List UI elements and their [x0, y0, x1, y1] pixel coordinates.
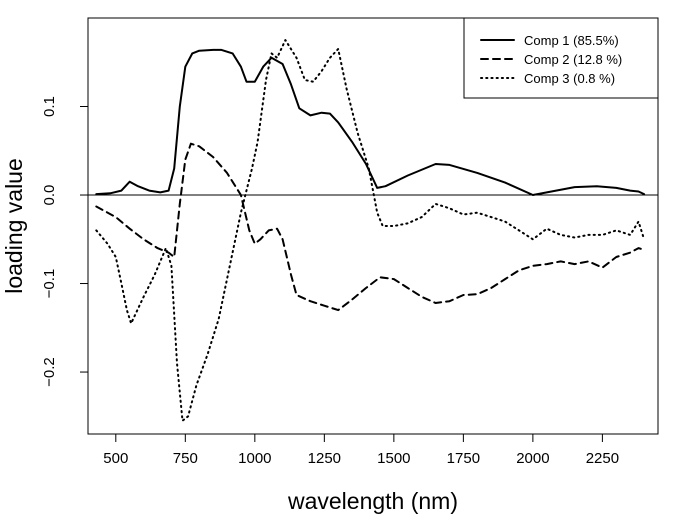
x-tick-label: 2250 [586, 450, 619, 467]
x-tick-label: 500 [103, 450, 128, 467]
legend-label-comp-3: Comp 3 (0.8 %) [524, 71, 615, 86]
x-tick-label: 1500 [377, 450, 410, 467]
y-axis-title: loading value [1, 158, 27, 294]
x-tick-label: 1000 [238, 450, 271, 467]
plot-layer [88, 39, 658, 422]
x-tick-label: 2000 [516, 450, 549, 467]
y-tick-label: 0.1 [41, 96, 58, 117]
x-axis: 500 750 1000 1250 1500 1750 2000 2250 [103, 434, 619, 467]
legend-label-comp-2: Comp 2 (12.8 %) [524, 52, 622, 67]
legend-label-comp-1: Comp 1 (85.5%) [524, 33, 619, 48]
series-line-comp-3 [95, 39, 646, 422]
x-tick-label: 1750 [447, 450, 480, 467]
y-tick-label: −0.2 [41, 357, 58, 387]
y-tick-label: −0.1 [41, 269, 58, 299]
series-line-comp-1 [95, 48, 646, 196]
y-axis: −0.2 −0.1 0.0 0.1 [41, 96, 88, 387]
series-line-comp-2 [95, 142, 646, 312]
legend: Comp 1 (85.5%) Comp 2 (12.8 %) Comp 3 (0.8… [463, 17, 659, 99]
x-axis-title: wavelength (nm) [287, 488, 458, 514]
x-tick-label: 1250 [308, 450, 341, 467]
y-tick-label: 0.0 [41, 185, 58, 206]
x-tick-label: 750 [173, 450, 198, 467]
plot-frame [87, 17, 659, 435]
